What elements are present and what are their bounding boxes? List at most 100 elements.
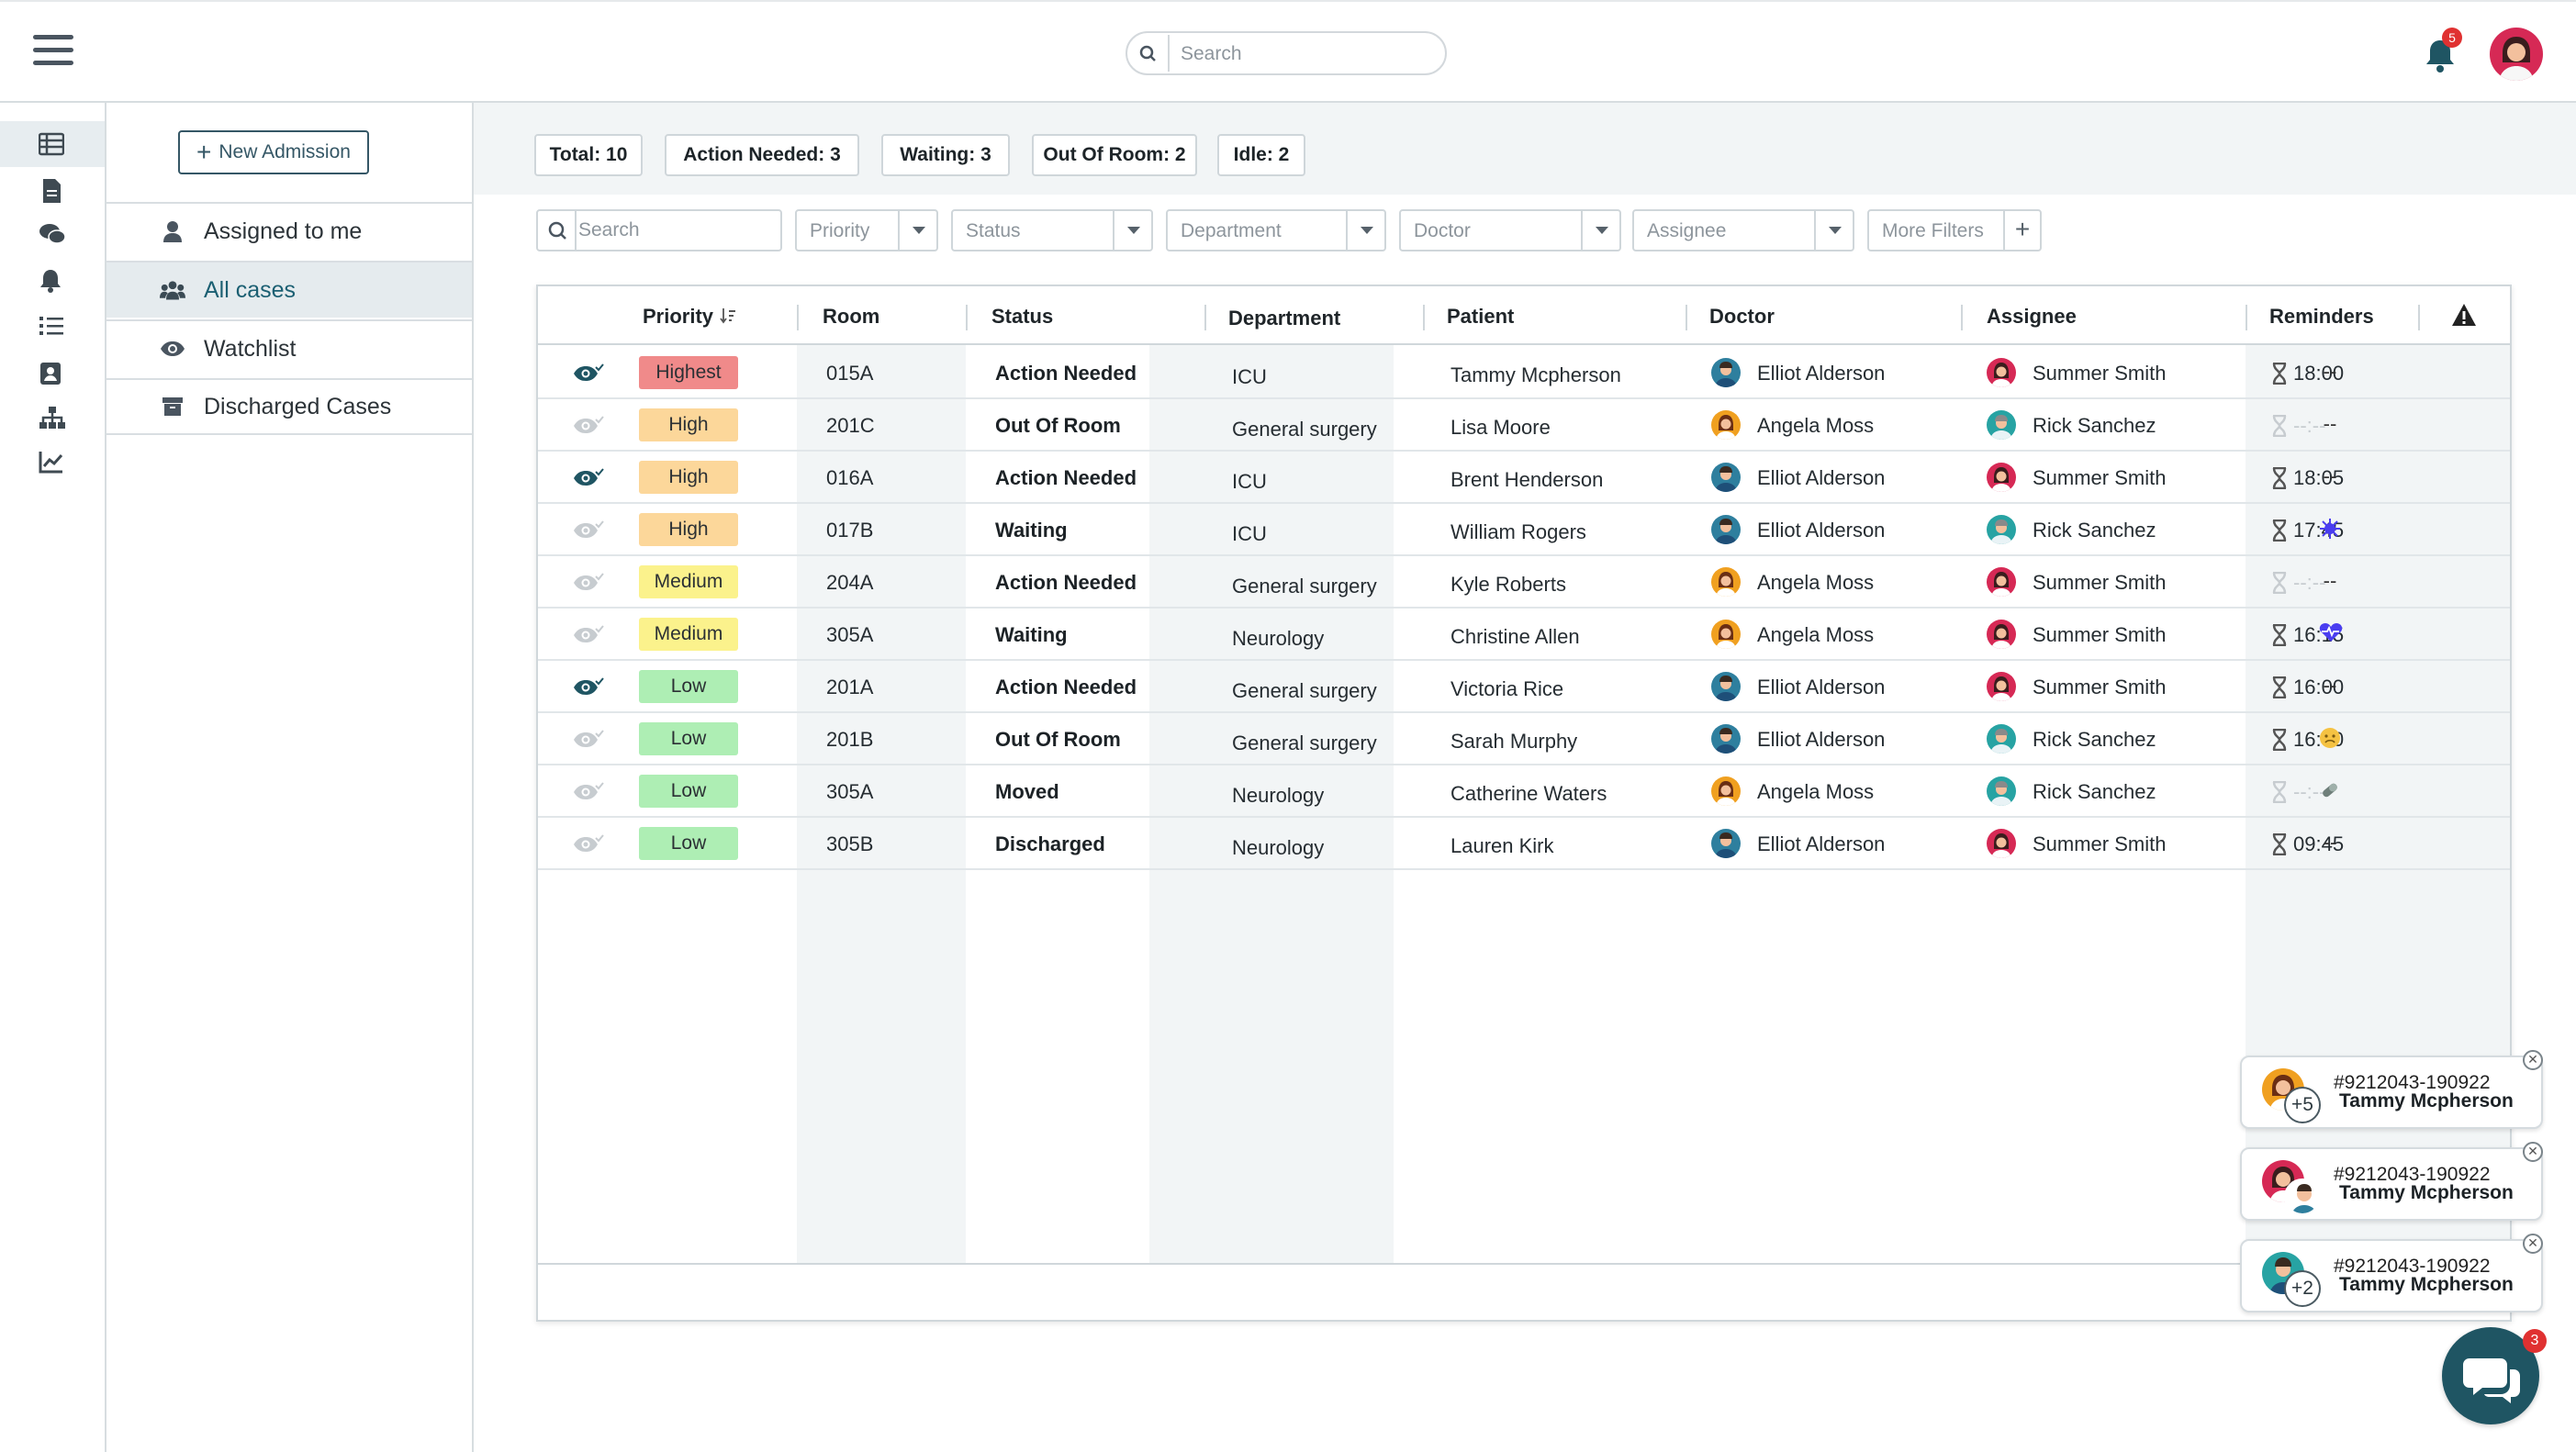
reminder-time-cell[interactable]: --:-- [2293,571,2326,594]
watching-eye-icon[interactable] [573,676,604,699]
action-needed-count-chip[interactable]: Action Needed: 3 [665,134,859,176]
rail-analytics[interactable] [0,439,105,485]
room-cell: 201B [826,728,874,751]
watching-eye-icon[interactable] [573,362,604,385]
patient-name-cell[interactable]: William Rogers [1450,520,1586,543]
header-status[interactable]: Status [991,305,1054,328]
reminder-time-cell[interactable]: 18:05 [2293,466,2345,489]
header-reminders[interactable]: Reminders [2269,305,2374,328]
list-icon [39,132,64,156]
reminder-time-cell[interactable]: --:-- [2293,780,2326,803]
status-filter[interactable]: Status [951,209,1153,251]
header-department[interactable]: Department [1228,307,1341,329]
doctor-filter[interactable]: Doctor [1399,209,1621,251]
patient-name-cell[interactable]: Lisa Moore [1450,416,1551,439]
user-avatar[interactable] [2490,28,2543,81]
watch-eye-icon[interactable] [573,780,604,804]
table-row[interactable]: High 016A Action Needed ICU Brent Hender… [538,452,2510,504]
watch-eye-icon[interactable] [573,832,604,856]
table-row[interactable]: Low 201A Action Needed General surgery V… [538,661,2510,713]
department-filter[interactable]: Department [1166,209,1386,251]
sidebar-item-assigned-to-me[interactable]: Assigned to me [106,202,472,259]
patient-notification-card[interactable]: #9212043-190922 Tammy Mcpherson ✕ [2240,1142,2543,1221]
table-search-input[interactable] [578,213,762,248]
global-search[interactable] [1126,31,1447,75]
add-filter-icon[interactable]: + [2003,211,2040,250]
priority-filter[interactable]: Priority [795,209,938,251]
reminder-time-cell[interactable]: --:-- [2293,414,2326,437]
patient-name-cell[interactable]: Kyle Roberts [1450,573,1566,596]
patient-name-cell[interactable]: Sarah Murphy [1450,730,1578,753]
sidebar-item-watchlist[interactable]: Watchlist [106,319,472,376]
patient-name: Tammy Mcpherson [2339,1274,2514,1295]
room-cell: 201C [826,414,875,437]
priority-badge: Medium [639,618,738,651]
heart-pulse-icon[interactable] [2319,622,2343,647]
header-room[interactable]: Room [823,305,880,328]
rail-alerts[interactable] [0,257,105,303]
reminder-time-cell[interactable]: 18:00 [2293,362,2345,385]
rail-tasks[interactable] [0,303,105,349]
doctor-name-cell: Elliot Alderson [1757,832,1886,855]
table-row[interactable]: Medium 305A Waiting Neurology Christine … [538,609,2510,661]
patient-name-cell[interactable]: Victoria Rice [1450,677,1564,700]
chevron-down-icon [898,211,936,250]
rail-records[interactable] [0,349,105,395]
waiting-count-chip[interactable]: Waiting: 3 [881,134,1010,176]
table-row[interactable]: Low 305A Moved Neurology Catherine Water… [538,765,2510,818]
patient-name: Tammy Mcpherson [2339,1090,2514,1111]
hourglass-icon [2271,466,2288,490]
watch-eye-icon[interactable] [573,571,604,595]
patient-name-cell[interactable]: Brent Henderson [1450,468,1604,491]
hamburger-menu-icon[interactable] [33,35,73,72]
patient-name-cell[interactable]: Tammy Mcpherson [1450,363,1621,386]
case-id: #9212043-190922 [2334,1072,2491,1093]
header-doctor[interactable]: Doctor [1709,305,1775,328]
out-of-room-count-chip[interactable]: Out Of Room: 2 [1032,134,1197,176]
table-row[interactable]: Highest 015A Action Needed ICU Tammy Mcp… [538,347,2510,399]
sad-face-icon[interactable] [2319,727,2341,754]
watching-eye-icon[interactable] [573,466,604,490]
global-search-input[interactable] [1181,40,1428,68]
pill-icon[interactable] [2319,779,2341,806]
sort-icon[interactable] [720,307,736,329]
table-search[interactable] [536,209,782,251]
patient-notification-card[interactable]: +2 #9212043-190922 Tammy Mcpherson ✕ [2240,1234,2543,1312]
rail-documents[interactable] [0,167,105,213]
patient-notification-card[interactable]: +5 #9212043-190922 Tammy Mcpherson ✕ [2240,1050,2543,1129]
sidebar-item-discharged-cases[interactable]: Discharged Cases [106,378,472,435]
close-icon[interactable]: ✕ [2523,1142,2543,1162]
rail-cases-list[interactable] [0,121,105,167]
watch-eye-icon[interactable] [573,623,604,647]
priority-badge: High [639,513,738,546]
table-row[interactable]: High 017B Waiting ICU William Rogers Ell… [538,504,2510,556]
sidebar-item-all-cases[interactable]: All cases [106,261,472,318]
header-patient[interactable]: Patient [1447,305,1515,328]
more-filters-button[interactable]: More Filters + [1867,209,2042,251]
patient-name-cell[interactable]: Lauren Kirk [1450,834,1554,857]
table-row[interactable]: Low 201B Out Of Room General surgery Sar… [538,713,2510,765]
assignee-filter[interactable]: Assignee [1632,209,1854,251]
total-count-chip[interactable]: Total: 10 [534,134,643,176]
patient-name-cell[interactable]: Christine Allen [1450,625,1580,648]
rail-organization[interactable] [0,395,105,441]
virus-icon[interactable] [2319,518,2341,544]
watch-eye-icon[interactable] [573,414,604,438]
rail-messages[interactable] [0,211,105,257]
table-row[interactable]: Low 305B Discharged Neurology Lauren Kir… [538,818,2510,870]
table-row[interactable]: Medium 204A Action Needed General surger… [538,556,2510,609]
close-icon[interactable]: ✕ [2523,1234,2543,1254]
watch-eye-icon[interactable] [573,519,604,542]
new-admission-button[interactable]: + New Admission [178,130,369,174]
idle-count-chip[interactable]: Idle: 2 [1217,134,1305,176]
header-priority[interactable]: Priority [643,305,714,328]
header-assignee[interactable]: Assignee [1987,305,2077,328]
close-icon[interactable]: ✕ [2523,1050,2543,1070]
patient-name-cell[interactable]: Catherine Waters [1450,782,1607,805]
table-row[interactable]: High 201C Out Of Room General surgery Li… [538,399,2510,452]
watch-eye-icon[interactable] [573,728,604,752]
reminder-time-cell[interactable]: 16:00 [2293,676,2345,698]
reminder-time-cell[interactable]: 09:45 [2293,832,2345,855]
room-cell: 015A [826,362,874,385]
doctor-avatar [1711,358,1741,387]
